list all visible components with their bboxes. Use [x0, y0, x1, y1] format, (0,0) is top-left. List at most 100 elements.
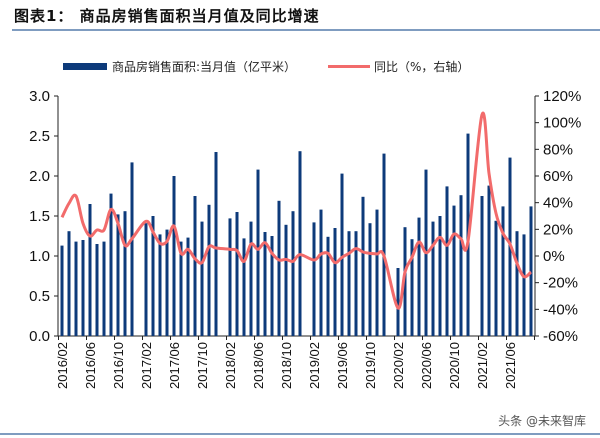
x-axis-tick-label: 2018/02 [223, 342, 238, 389]
x-axis-tick-label: 2018/10 [279, 342, 294, 389]
bar-2019-11 [375, 209, 379, 336]
bar-2019-10 [368, 223, 372, 336]
bar-2021-03 [487, 185, 491, 336]
bar-2016-11 [123, 211, 127, 336]
left-axis-tick-label: 1.0 [29, 248, 50, 265]
bar-2018-11 [291, 211, 295, 336]
x-axis-tick-label: 2017/02 [139, 342, 154, 389]
right-axis-tick-label: -60% [543, 328, 578, 345]
bar-2020-04 [410, 239, 414, 336]
bar-2017-07 [179, 241, 183, 336]
right-axis-tick-label: 0% [543, 248, 565, 265]
right-axis-tick-label: 40% [543, 195, 573, 212]
left-axis-tick-label: 0.5 [29, 288, 50, 305]
x-axis-tick-label: 2016/06 [83, 342, 98, 389]
legend-swatch-bars [63, 63, 107, 70]
x-axis-tick-label: 2021/06 [503, 342, 518, 389]
bar-2019-03 [319, 209, 323, 336]
bar-2021-08 [522, 234, 526, 336]
x-axis-tick-label: 2021/02 [475, 342, 490, 389]
title-divider [12, 29, 600, 31]
x-axis-tick-label: 2016/02 [55, 342, 70, 389]
bar-2016-05 [81, 240, 85, 336]
bar-2017-03 [151, 216, 155, 336]
bar-2019-09 [361, 196, 365, 336]
left-axis-tick-label: 2.0 [29, 168, 50, 185]
footer-divider [0, 433, 600, 435]
bar-2020-09 [445, 186, 449, 336]
bar-2018-10 [284, 224, 288, 336]
bar-2020-08 [438, 216, 442, 336]
right-axis-tick-label: -40% [543, 301, 578, 318]
right-axis-tick-label: 80% [543, 141, 573, 158]
x-axis-tick-label: 2019/02 [307, 342, 322, 389]
right-axis-tick-label: 20% [543, 221, 573, 238]
bar-2021-07 [515, 231, 519, 336]
bar-2016-07 [95, 244, 99, 336]
bar-2020-02 [396, 268, 400, 336]
bar-2019-05 [333, 228, 337, 336]
x-axis-tick-label: 2016/10 [111, 342, 126, 389]
bar-2016-06 [88, 204, 92, 336]
bar-2021-04 [494, 220, 498, 336]
left-axis-tick-label: 2.5 [29, 128, 50, 145]
bar-2017-05 [165, 229, 169, 336]
legend-label-bars: 商品房销售面积:当月值（亿平米） [112, 59, 296, 74]
bar-2020-05 [417, 217, 421, 336]
bar-2016-02 [60, 245, 64, 336]
x-axis-tick-label: 2020/10 [447, 342, 462, 389]
bar-2019-04 [326, 236, 330, 336]
watermark: 头条 @未来智库 [498, 414, 586, 428]
bar-2016-10 [116, 214, 120, 336]
x-axis-tick-label: 2018/06 [251, 342, 266, 389]
bar-2018-09 [277, 200, 281, 336]
bar-2018-04 [242, 238, 246, 336]
bar-2016-12 [130, 162, 134, 336]
bar-2018-08 [270, 236, 274, 336]
bar-2019-08 [354, 231, 358, 336]
bar-2019-02 [312, 222, 316, 336]
bar-2017-09 [193, 196, 197, 336]
bar-2017-12 [214, 152, 218, 336]
bar-2021-09 [529, 206, 533, 336]
x-axis-tick-label: 2017/10 [195, 342, 210, 389]
bar-2017-11 [207, 204, 211, 336]
right-axis-tick-label: 60% [543, 168, 573, 185]
x-axis-tick-label: 2020/06 [419, 342, 434, 389]
bar-2018-03 [235, 212, 239, 336]
bar-2020-11 [459, 195, 463, 336]
x-axis-tick-label: 2017/06 [167, 342, 182, 389]
right-axis-tick-label: 120% [543, 88, 581, 105]
bar-2018-06 [256, 169, 260, 336]
right-axis-tick-label: 100% [543, 115, 581, 132]
bar-2018-05 [249, 221, 253, 336]
yoy-line [60, 111, 532, 310]
chart-title: 图表1： 商品房销售面积当月值及同比增速 [14, 7, 320, 25]
x-axis-tick-label: 2019/06 [335, 342, 350, 389]
right-axis-tick-label: -20% [543, 275, 578, 292]
bar-2021-05 [501, 206, 505, 336]
bar-2020-10 [452, 205, 456, 336]
bar-2017-06 [172, 176, 176, 336]
bar-2016-03 [67, 231, 71, 336]
bar-2018-07 [263, 232, 267, 336]
bar-2017-08 [186, 237, 190, 336]
bar-2016-04 [74, 241, 78, 336]
bar-2017-02 [144, 223, 148, 336]
x-axis-tick-label: 2019/10 [363, 342, 378, 389]
bar-2018-12 [298, 151, 302, 336]
left-axis-tick-label: 3.0 [29, 88, 50, 105]
bar-2016-09 [109, 193, 113, 336]
bar-2019-12 [382, 153, 386, 336]
bar-2018-02 [228, 218, 232, 336]
x-axis-tick-label: 2020/02 [391, 342, 406, 389]
bar-2017-04 [158, 234, 162, 336]
bar-2021-02 [480, 196, 484, 336]
bar-2016-08 [102, 241, 106, 336]
bar-2020-03 [403, 227, 407, 336]
bar-2019-07 [347, 231, 351, 336]
bar-2017-10 [200, 221, 204, 336]
left-axis-tick-label: 1.5 [29, 208, 50, 225]
left-axis-tick-label: 0.0 [29, 328, 50, 345]
